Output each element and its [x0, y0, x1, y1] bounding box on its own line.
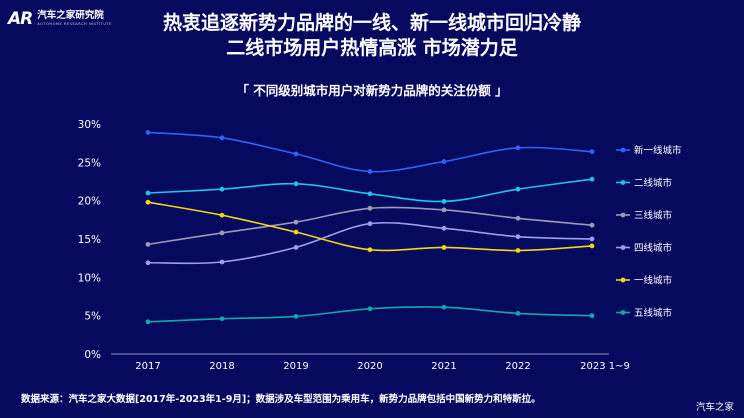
chart-title: 「 不同级别城市用户对新势力品牌的关注份额 」	[236, 83, 508, 98]
data-point	[441, 207, 447, 213]
x-tick-label: 2023 1~9	[580, 361, 630, 372]
data-point	[293, 314, 299, 319]
data-point	[515, 215, 521, 221]
data-point	[293, 219, 299, 225]
legend-swatch-dot	[620, 180, 626, 185]
data-point	[145, 319, 151, 325]
data-point	[145, 199, 151, 205]
headline-line-1: 热衷追逐新势力品牌的一线、新一线城市回归冷静	[162, 12, 581, 34]
data-point	[293, 245, 299, 250]
logo-cn: 汽车之家研究院	[37, 10, 104, 22]
legend-swatch-dot	[620, 212, 626, 218]
data-point	[515, 145, 521, 151]
data-point	[441, 304, 447, 310]
data-point	[515, 186, 521, 192]
x-tick-label: 2021	[431, 361, 456, 372]
legend-swatch-dot	[620, 277, 626, 283]
data-point	[515, 234, 521, 240]
logo-text: 汽车之家研究院 AUTOHOME RESEARCH INSTITUTE	[37, 11, 112, 26]
x-tick-label: 2018	[209, 361, 234, 372]
y-tick-label: 20%	[78, 196, 101, 208]
data-point	[293, 181, 299, 187]
legend-label: 三线城市	[634, 210, 673, 222]
data-point	[367, 205, 373, 211]
data-source-note: 数据来源：汽车之家大数据[2017年-2023年1-9月]；数据涉及车型范围为乘…	[21, 394, 541, 405]
data-point	[219, 259, 225, 265]
data-point	[589, 222, 595, 228]
y-tick-label: 5%	[84, 311, 101, 323]
headline-line-2: 二线市场用户热情高涨 市场潜力足	[226, 37, 518, 59]
data-point	[515, 248, 521, 253]
legend-swatch-dot	[620, 245, 626, 250]
legend-swatch-dot	[620, 147, 626, 153]
x-tick-label: 2020	[357, 361, 382, 372]
series-line	[147, 178, 593, 203]
data-point	[441, 199, 447, 204]
series-line	[147, 221, 593, 265]
data-point	[145, 241, 151, 247]
data-point	[441, 225, 447, 231]
logo-en: AUTOHOME RESEARCH INSTITUTE	[37, 21, 112, 26]
data-point	[589, 313, 595, 319]
data-point	[219, 230, 225, 236]
data-point	[293, 229, 299, 235]
legend-label: 二线城市	[634, 177, 673, 189]
data-point	[367, 247, 373, 253]
data-point	[589, 176, 595, 182]
data-point	[367, 169, 373, 174]
data-point	[219, 316, 225, 322]
data-point	[219, 212, 225, 218]
y-tick-label: 0%	[84, 349, 101, 361]
logo: AR 汽车之家研究院 AUTOHOME RESEARCH INSTITUTE	[8, 9, 112, 29]
watermark: 汽车之家	[695, 402, 734, 413]
data-point	[589, 149, 595, 155]
data-point	[515, 310, 521, 316]
x-tick-label: 2019	[283, 361, 308, 372]
y-tick-label: 30%	[78, 119, 101, 131]
data-point	[293, 151, 299, 157]
legend-label: 一线城市	[634, 275, 673, 287]
data-point	[145, 260, 151, 266]
legend-label: 新一线城市	[634, 145, 682, 157]
x-tick-label: 2017	[135, 361, 160, 372]
data-point	[145, 190, 151, 196]
data-point	[589, 243, 595, 249]
series-line	[147, 131, 593, 173]
data-point	[589, 236, 595, 242]
y-tick-label: 15%	[78, 234, 101, 246]
legend-label: 四线城市	[634, 242, 673, 254]
data-point	[219, 186, 225, 192]
data-point	[367, 191, 373, 197]
y-tick-label: 10%	[78, 272, 101, 284]
legend-swatch-dot	[620, 310, 626, 315]
data-point	[367, 221, 373, 227]
data-point	[441, 159, 447, 164]
data-point	[219, 135, 225, 141]
data-point	[145, 130, 151, 135]
data-point	[367, 306, 373, 312]
y-tick-label: 25%	[78, 157, 101, 169]
x-tick-label: 2022	[505, 361, 530, 372]
data-point	[441, 245, 447, 250]
logo-mark: AR	[8, 9, 33, 29]
legend-label: 五线城市	[634, 307, 673, 319]
